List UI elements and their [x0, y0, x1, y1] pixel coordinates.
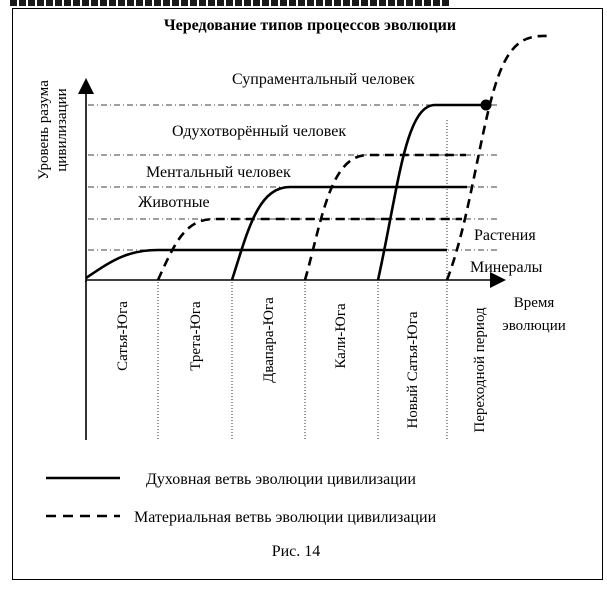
- level-label-animals: Животные: [138, 194, 210, 211]
- period-label-dvapara: Двапара-Юга: [261, 297, 277, 383]
- x-axis-label-1: Время: [514, 295, 555, 311]
- junction-dot: [480, 99, 492, 111]
- figure-frame: [12, 8, 603, 580]
- solid-branch-curves: [85, 103, 486, 281]
- diagram-title: Чередование типов процессов эволюции: [164, 17, 456, 34]
- solid-curve-minerals: [85, 248, 447, 280]
- y-axis-label-2: цивилизации: [54, 88, 70, 171]
- solid-curve-suprament: [376, 103, 486, 281]
- period-label-kali: Кали-Юга: [333, 303, 349, 369]
- top-cropped-text-strip: [10, 0, 450, 6]
- level-label-minerals: Минералы: [470, 259, 543, 276]
- legend-solid-label: Духовная ветвь эволюции цивилизации: [146, 471, 416, 488]
- y-axis-label-1: Уровень разума: [36, 80, 52, 180]
- period-label-satya: Сатья-Юга: [115, 301, 131, 371]
- solid-curve-mental: [230, 185, 467, 281]
- level-label-plants: Растения: [474, 227, 536, 244]
- level-label-suprament: Супраментальный человек: [232, 71, 415, 88]
- figure-caption: Рис. 14: [272, 543, 321, 560]
- legend-dashed-label: Материальная ветвь эволюции цивилизации: [134, 509, 437, 526]
- period-label-treta: Трета-Юга: [188, 301, 204, 371]
- period-label-new-satya: Новый Сатья-Юга: [405, 311, 421, 428]
- x-axis-label-2: эволюции: [502, 318, 566, 334]
- level-label-spirit: Одухотворённый человек: [172, 123, 346, 140]
- period-label-transition: Переходной период: [472, 307, 488, 433]
- dashed-curve-spirit: [303, 153, 466, 281]
- level-label-mental: Ментальный человек: [146, 164, 291, 181]
